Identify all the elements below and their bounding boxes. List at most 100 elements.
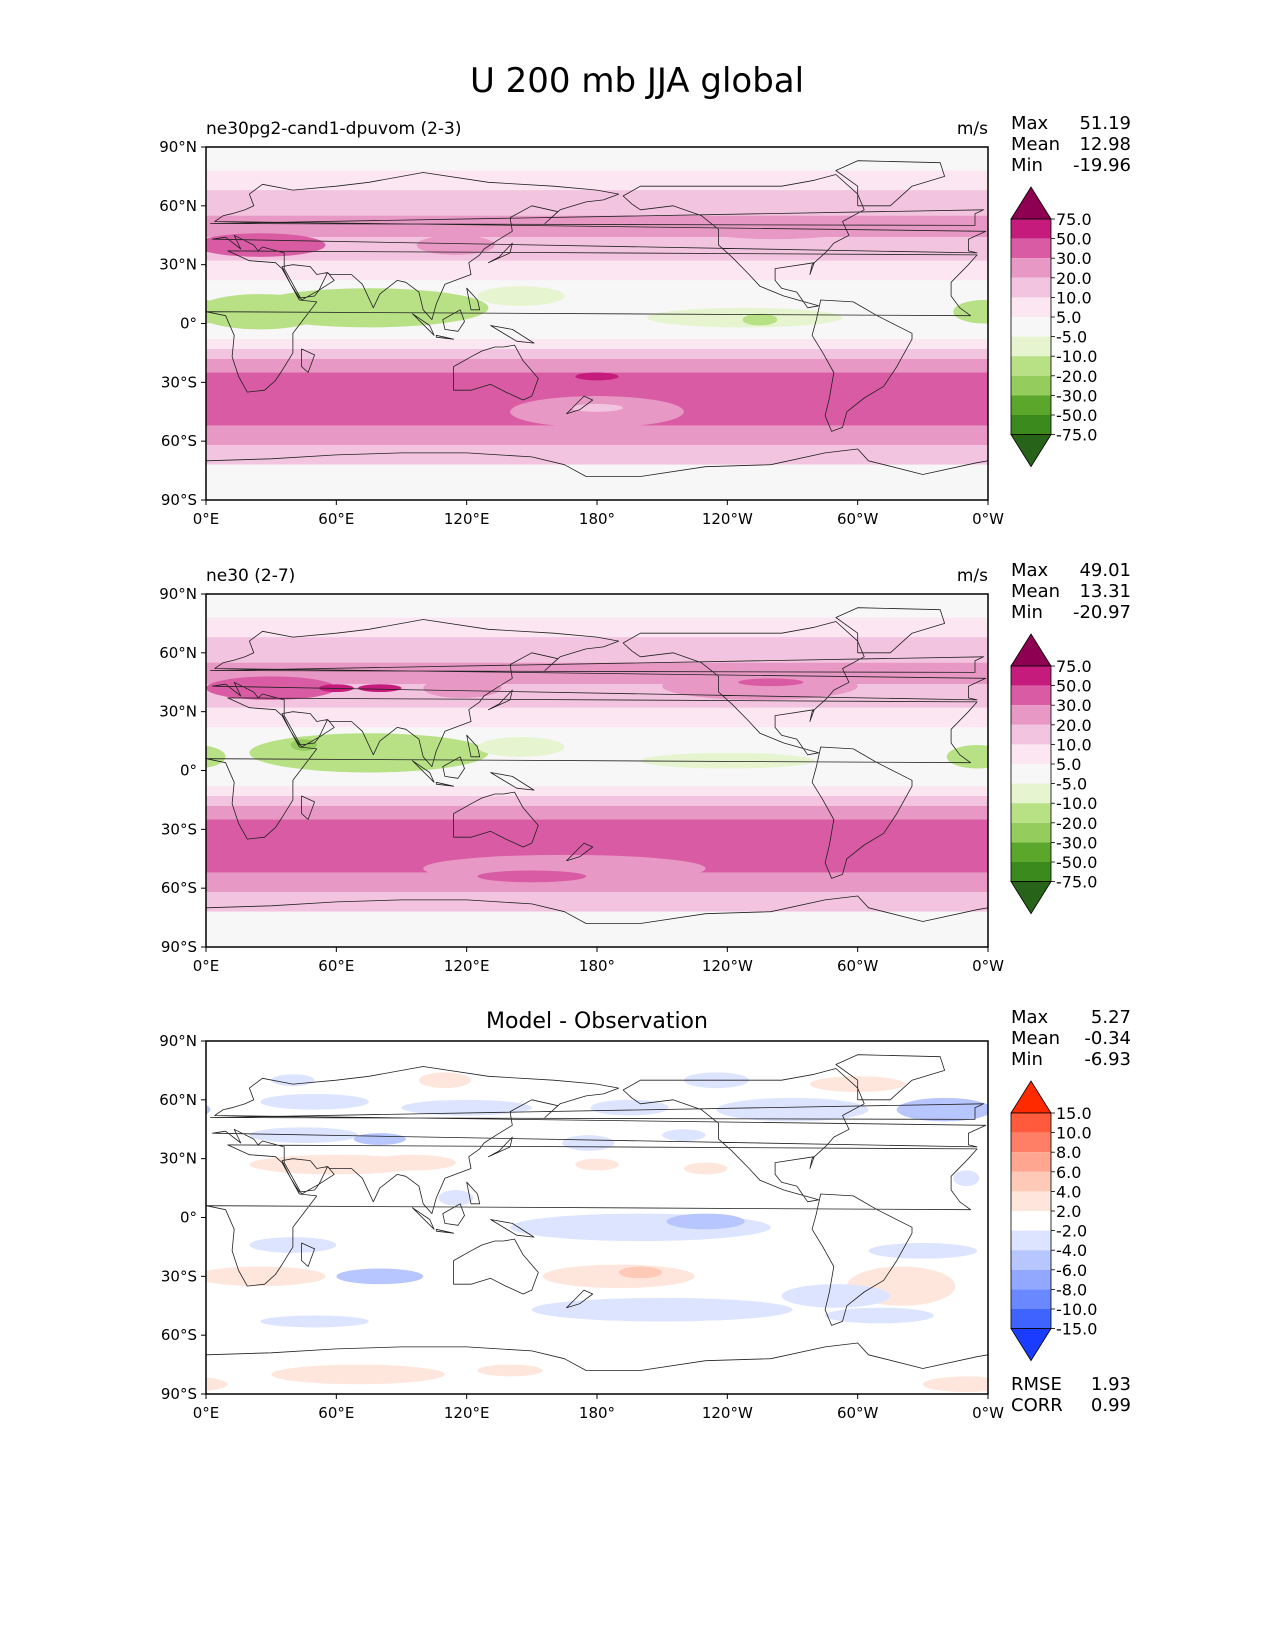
stat-value: -20.97 xyxy=(1073,602,1131,623)
y-tick-label: 30°N xyxy=(159,703,197,721)
x-tick-label: 120°W xyxy=(702,510,753,528)
contour-region xyxy=(575,372,619,381)
x-tick-label: 120°W xyxy=(702,1404,753,1422)
contour-region xyxy=(206,1266,326,1287)
colorbar-label: -75.0 xyxy=(1056,873,1097,892)
panel-units: m/s xyxy=(957,119,988,139)
contour-band xyxy=(206,425,988,446)
colorbar-label: 50.0 xyxy=(1056,677,1092,696)
contour-region xyxy=(953,1170,980,1187)
contour-region xyxy=(618,1266,663,1279)
y-tick-label: 30°S xyxy=(161,373,197,391)
contour-region xyxy=(896,1097,988,1122)
colorbar-label: -30.0 xyxy=(1056,833,1097,852)
x-tick-label: 0°W xyxy=(972,510,1004,528)
x-tick-label: 60°E xyxy=(318,510,354,528)
panel-difference: Model - Observation 0°E 60°E 120°E 180° 120°W… xyxy=(159,1007,1131,1422)
colorbar-label: 10.0 xyxy=(1056,288,1092,307)
stat-label: Max xyxy=(1011,1007,1049,1028)
contour-band xyxy=(206,147,988,171)
contour-region xyxy=(953,299,988,324)
contour-region xyxy=(683,1162,728,1175)
contour-region xyxy=(438,1190,474,1206)
y-tick-label: 60°S xyxy=(161,1326,197,1344)
y-tick-label: 0° xyxy=(180,1209,197,1227)
colorbar-segment xyxy=(1011,1230,1051,1251)
colorbar-segment xyxy=(1011,395,1051,415)
y-tick-label: 60°S xyxy=(161,432,197,450)
contour-region xyxy=(423,678,502,698)
colorbar-label: -6.0 xyxy=(1056,1261,1087,1280)
colorbar-segment xyxy=(1011,336,1051,357)
stat-value: -19.96 xyxy=(1073,155,1131,176)
y-tick-label: 90°N xyxy=(159,138,197,156)
colorbar-segment xyxy=(1011,356,1051,376)
colorbar-label: 5.0 xyxy=(1056,308,1081,327)
contour-region xyxy=(271,1364,445,1385)
metric-label: CORR xyxy=(1011,1395,1063,1416)
x-tick-label: 180° xyxy=(579,510,615,528)
colorbar-label: -2.0 xyxy=(1056,1222,1087,1241)
stat-label: Mean xyxy=(1011,581,1060,602)
colorbar-frame xyxy=(1010,665,1052,883)
contour-region xyxy=(260,1093,369,1110)
colorbar-segment xyxy=(1011,297,1051,317)
colorbar-segment xyxy=(1011,1309,1051,1329)
contour-region xyxy=(531,1297,793,1322)
colorbar-label: 4.0 xyxy=(1056,1182,1081,1201)
contour-band xyxy=(206,786,988,796)
contour-region xyxy=(206,745,226,768)
stat-value: 5.27 xyxy=(1091,1007,1131,1028)
colorbar-label: -50.0 xyxy=(1056,853,1097,872)
contour-band xyxy=(206,348,988,359)
panel-units: m/s xyxy=(957,566,988,586)
colorbar-label: 5.0 xyxy=(1056,755,1081,774)
y-tick-label: 90°N xyxy=(159,1032,197,1050)
contour-region xyxy=(249,733,489,773)
colorbar-label: -10.0 xyxy=(1056,347,1097,366)
y-tick-label: 30°N xyxy=(159,256,197,274)
colorbar-label: -15.0 xyxy=(1056,1320,1097,1339)
colorbar-segment xyxy=(1011,1211,1051,1231)
colorbar-segment xyxy=(1011,842,1051,862)
contour-region xyxy=(590,1099,669,1116)
colorbar-label: 50.0 xyxy=(1056,230,1092,249)
y-tick-label: 0° xyxy=(180,315,197,333)
contour-region xyxy=(477,870,587,883)
contour-band xyxy=(206,170,988,191)
stat-value: -6.93 xyxy=(1084,1049,1131,1070)
colorbar-segment xyxy=(1011,705,1051,725)
colorbar-label: -5.0 xyxy=(1056,775,1087,794)
colorbar-frame xyxy=(1010,218,1052,436)
x-tick-label: 60°W xyxy=(837,1404,879,1422)
contour-band xyxy=(206,464,988,500)
colorbar-segment xyxy=(1011,1113,1051,1133)
colorbar-segment xyxy=(1011,375,1051,396)
colorbar-label: -4.0 xyxy=(1056,1241,1087,1260)
colorbar-label: 30.0 xyxy=(1056,696,1092,715)
y-tick-label: 30°S xyxy=(161,1267,197,1285)
contour-region xyxy=(640,752,815,769)
y-tick-label: 30°S xyxy=(161,820,197,838)
x-tick-label: 0°E xyxy=(193,1404,220,1422)
colorbar: 75.050.030.020.010.05.0-5.0-10.0-20.0-30… xyxy=(1010,186,1097,468)
contour-region xyxy=(336,1268,424,1285)
colorbar-segment xyxy=(1011,724,1051,745)
stat-value: 51.19 xyxy=(1079,113,1131,134)
contour-band xyxy=(206,872,988,893)
colorbar-label: 2.0 xyxy=(1056,1202,1081,1221)
contour-region xyxy=(206,233,326,257)
coastline xyxy=(206,607,988,947)
contour-region xyxy=(692,215,858,240)
colorbar-segment xyxy=(1011,666,1051,686)
colorbar-label: -50.0 xyxy=(1056,406,1097,425)
stat-label: Mean xyxy=(1011,1028,1060,1049)
x-tick-label: 120°E xyxy=(444,510,490,528)
colorbar-label: 75.0 xyxy=(1056,210,1092,229)
colorbar-label: 30.0 xyxy=(1056,249,1092,268)
contour-field xyxy=(206,147,988,500)
y-tick-label: 60°S xyxy=(161,879,197,897)
stat-value: 13.31 xyxy=(1079,581,1131,602)
contour-region xyxy=(416,235,495,255)
